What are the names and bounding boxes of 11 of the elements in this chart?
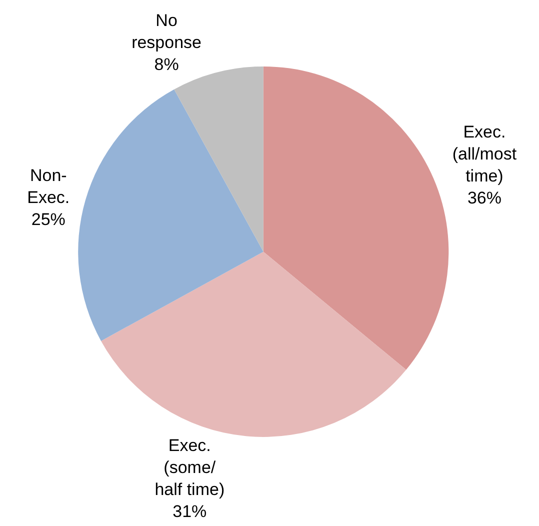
pie-slice [101, 252, 406, 437]
data-label: 31% [172, 502, 207, 522]
pie-slice [263, 66, 448, 370]
data-label: 36% [467, 188, 502, 208]
slice-label: Non- Exec. [27, 166, 70, 208]
slice-label: No response [132, 11, 202, 52]
slice-label: Exec. (all/most time) [452, 122, 517, 186]
slice-label: Exec. (some/ half time) [154, 436, 225, 499]
data-label: 25% [31, 210, 66, 230]
data-label: 8% [154, 55, 179, 74]
pie-slice [78, 89, 264, 341]
